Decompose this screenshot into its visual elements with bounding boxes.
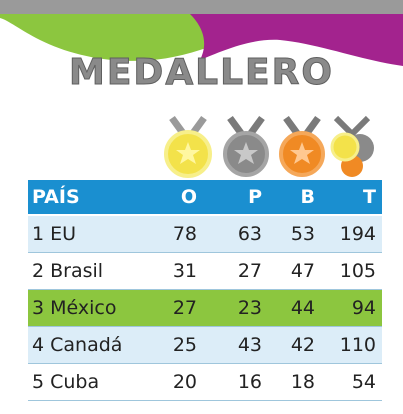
decoration xyxy=(0,0,403,178)
country-cell: 2 Brasil xyxy=(32,260,104,282)
count-cell: 53 xyxy=(290,223,315,245)
title: MEDALLERO xyxy=(69,52,334,94)
count-cell: 16 xyxy=(237,371,262,393)
count-cell: 43 xyxy=(237,334,262,356)
count-cell: 27 xyxy=(237,260,262,282)
count-cell: 18 xyxy=(290,371,315,393)
count-cell: 54 xyxy=(351,371,376,393)
country-cell: 1 EU xyxy=(32,223,77,245)
count-cell: 63 xyxy=(237,223,262,245)
header-row: PAÍS O P B T xyxy=(28,180,382,216)
count-cell: 78 xyxy=(172,223,197,245)
medals xyxy=(164,115,374,178)
count-cell: 105 xyxy=(339,260,376,282)
count-cell: 194 xyxy=(339,223,376,245)
country-cell: 5 Cuba xyxy=(32,371,100,393)
header-cell: O xyxy=(180,186,197,208)
count-cell: 44 xyxy=(290,297,315,319)
table-row: 4 Canadá 25 43 42 110 xyxy=(28,327,382,364)
header-cell: B xyxy=(300,186,315,208)
header-cell: PAÍS xyxy=(32,186,80,208)
magenta-wave xyxy=(190,14,403,66)
count-cell: 23 xyxy=(237,297,262,319)
table-row: 1 EU 78 63 53 194 xyxy=(28,216,382,253)
medal-table: PAÍS O P B T 1 EU 78 63 53 194 2 Brasil 31 27 47 105 3 … xyxy=(28,180,382,401)
top-bar xyxy=(0,0,403,14)
table-row: 3 México 27 23 44 94 xyxy=(28,290,382,327)
count-cell: 27 xyxy=(172,297,197,319)
country-cell: 3 México xyxy=(32,297,117,319)
count-cell: 94 xyxy=(351,297,376,319)
table-row: 2 Brasil 31 27 47 105 xyxy=(28,253,382,290)
count-cell: 25 xyxy=(172,334,197,356)
count-cell: 110 xyxy=(339,334,376,356)
header-cell: P xyxy=(248,186,262,208)
count-cell: 20 xyxy=(172,371,197,393)
count-cell: 47 xyxy=(290,260,315,282)
count-cell: 31 xyxy=(172,260,197,282)
table-row: 5 Cuba 20 16 18 54 xyxy=(28,364,382,401)
country-cell: 4 Canadá xyxy=(32,334,123,356)
count-cell: 42 xyxy=(290,334,315,356)
header-cell: T xyxy=(363,186,376,208)
